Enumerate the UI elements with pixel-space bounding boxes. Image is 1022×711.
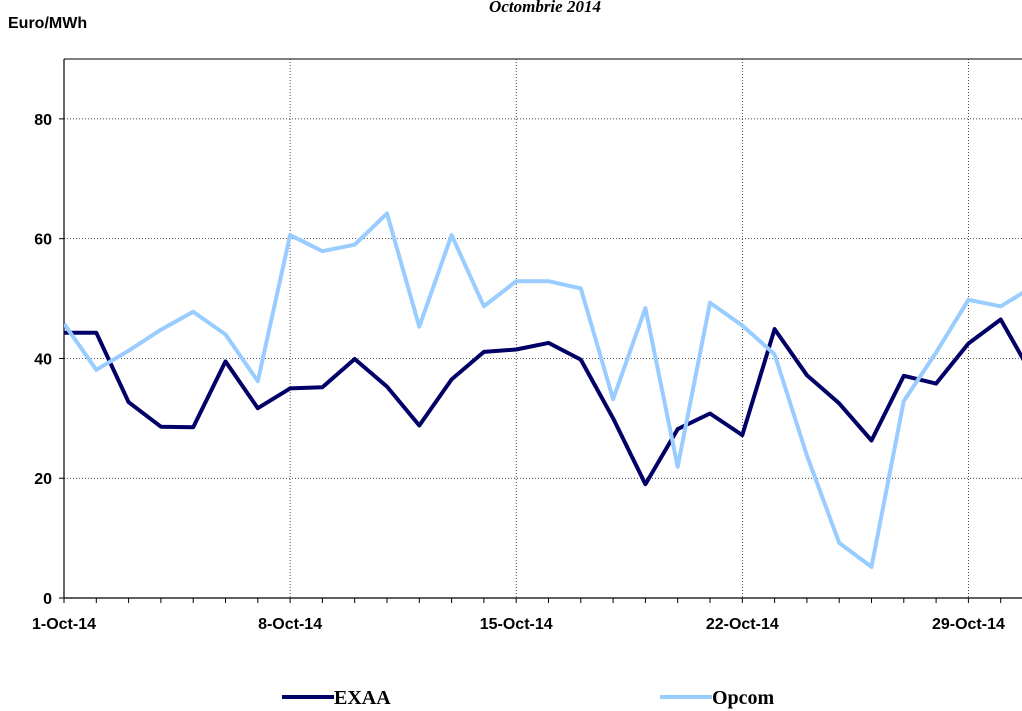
labels: 0 20 40 60 80 1-Oct-14 8-Oct-14 15-Oct-14 22-Oct… xyxy=(32,112,1005,709)
legend-label: EXAA xyxy=(334,687,391,709)
x-tick-label: 15-Oct-14 xyxy=(480,616,553,633)
y-tick-label: 60 xyxy=(34,232,52,249)
y-axis-label: Euro/MWh xyxy=(8,15,87,32)
x-tick-label: 22-Oct-14 xyxy=(706,616,779,633)
x-tick-label: 8-Oct-14 xyxy=(258,616,322,633)
y-tick-label: 40 xyxy=(34,351,52,368)
y-tick-label: 80 xyxy=(34,112,52,129)
chart-title: Octombrie 2014 xyxy=(489,0,601,16)
plot-lines xyxy=(64,211,1022,569)
x-tick-label: 1-Oct-14 xyxy=(32,616,96,633)
grid xyxy=(59,58,1022,603)
y-tick-label: 20 xyxy=(34,471,52,488)
x-tick-label: 29-Oct-14 xyxy=(932,616,1005,633)
y-tick-label: 0 xyxy=(43,591,52,608)
series-line xyxy=(64,211,1022,569)
series-line xyxy=(64,317,1022,487)
legend-label: Opcom xyxy=(712,687,775,709)
